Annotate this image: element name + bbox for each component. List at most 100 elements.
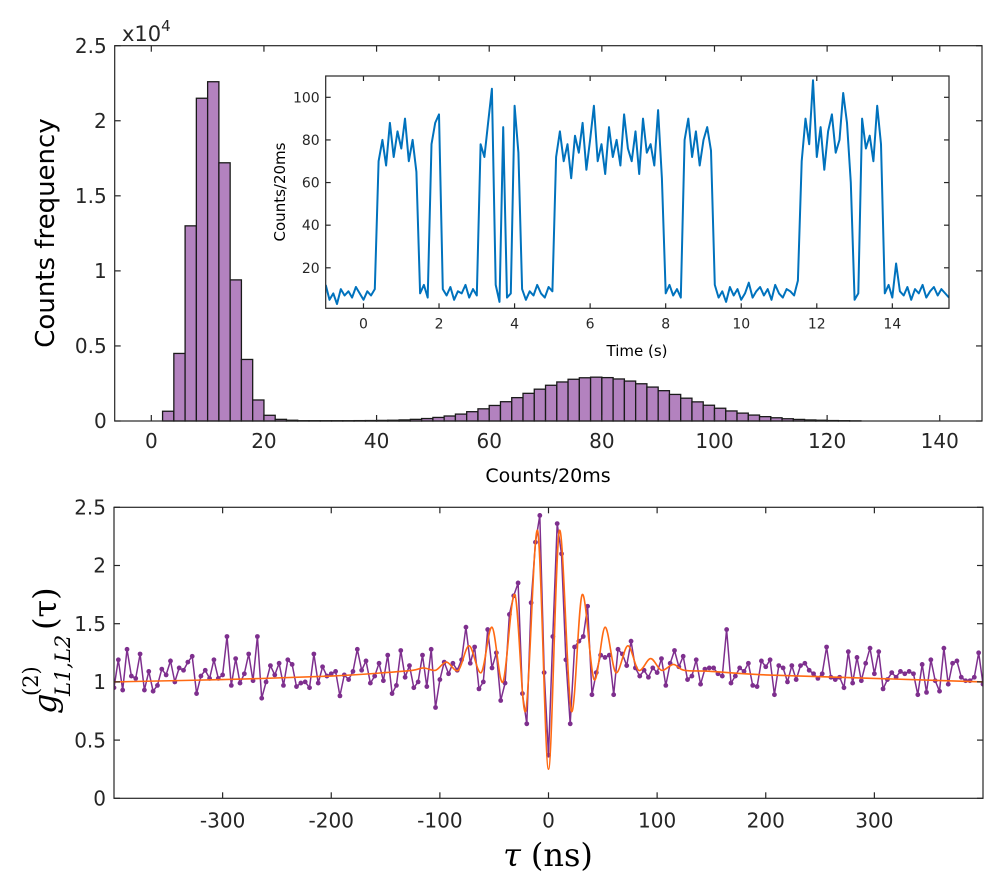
- x-tick-label: 60: [476, 429, 501, 453]
- measured-g2-point: [315, 680, 321, 686]
- fit-g2-curve: [114, 529, 983, 771]
- measured-g2-point: [285, 657, 291, 663]
- histogram-bar: [511, 396, 524, 422]
- measured-g2-point: [467, 660, 473, 666]
- measured-g2-point: [372, 673, 378, 679]
- x-tick-label: -300: [200, 808, 245, 832]
- measured-g2-point: [554, 521, 560, 526]
- x-tick-label: -200: [309, 808, 354, 832]
- measured-g2-point: [971, 674, 977, 680]
- measured-g2-point: [411, 685, 417, 691]
- measured-g2-point: [211, 657, 217, 663]
- measured-g2-point: [958, 674, 964, 680]
- measured-g2-point: [237, 680, 243, 686]
- measured-g2-point: [298, 680, 304, 686]
- y-tick-label: 20: [302, 261, 320, 277]
- ylabel-subscript: L1,L2: [51, 635, 75, 697]
- measured-g2-point: [945, 681, 951, 687]
- measured-g2-point: [115, 657, 121, 663]
- measured-g2-point: [589, 692, 595, 698]
- measured-g2-point: [389, 691, 395, 696]
- measured-g2-point: [924, 689, 929, 695]
- histogram-bar: [161, 410, 175, 422]
- measured-g2-point: [385, 652, 391, 658]
- measured-g2-point: [294, 684, 299, 689]
- measured-g2-point: [367, 680, 373, 686]
- measured-g2-point: [333, 669, 338, 674]
- measured-g2-point: [228, 682, 234, 688]
- y-tick-label: 40: [302, 218, 320, 234]
- histogram-bar: [533, 388, 547, 422]
- multiplier-base: x10: [122, 22, 161, 46]
- measured-g2-point: [189, 653, 195, 659]
- measured-g2-point: [776, 663, 782, 669]
- histogram-bar: [544, 384, 558, 422]
- measured-g2-point: [363, 658, 369, 664]
- measured-g2-point: [889, 670, 895, 675]
- x-tick-label: 80: [589, 429, 614, 453]
- axes-box: [325, 75, 950, 309]
- x-tick-label: 4: [510, 316, 519, 332]
- measured-g2-point: [672, 648, 677, 653]
- measured-g2-point: [641, 667, 647, 673]
- x-tick-label: 0: [542, 808, 555, 832]
- measured-g2-point: [472, 644, 478, 650]
- measured-g2-point: [268, 663, 273, 669]
- measured-g2-point: [841, 685, 847, 691]
- measured-g2-point: [750, 682, 756, 688]
- histogram-bar: [646, 386, 659, 422]
- measured-g2-point: [737, 665, 743, 671]
- histogram-bar: [702, 404, 716, 422]
- measured-g2-point: [428, 646, 434, 652]
- measured-g2-point: [433, 705, 438, 710]
- measured-g2-point: [602, 655, 608, 660]
- measured-g2-point: [537, 513, 543, 518]
- histogram-bar: [240, 358, 254, 422]
- measured-g2-point: [659, 656, 664, 662]
- measured-g2-point: [845, 649, 851, 655]
- x-tick-label: 6: [586, 316, 595, 332]
- measured-g2-point: [876, 649, 882, 655]
- x-tick-label: 14: [883, 316, 901, 332]
- measured-g2-point: [398, 648, 404, 653]
- measured-g2-point: [759, 658, 764, 664]
- time-trace-line: [326, 79, 949, 305]
- histogram-bar: [499, 401, 513, 422]
- measured-g2-point: [615, 646, 621, 652]
- measured-g2-point: [976, 650, 982, 656]
- histogram-bar: [522, 392, 535, 422]
- measured-g2-point: [463, 624, 469, 630]
- histogram-bar: [477, 408, 490, 422]
- measured-g2-point: [337, 693, 343, 699]
- histogram-bar: [668, 393, 682, 422]
- histogram-bar: [263, 414, 276, 422]
- histogram-bar: [206, 81, 220, 422]
- measured-g2-point: [915, 692, 921, 698]
- measured-g2-point: [719, 673, 725, 679]
- measured-g2-point: [289, 662, 295, 667]
- measured-g2-point: [911, 671, 916, 677]
- y-tick-label: 0.5: [75, 334, 107, 358]
- histogram-bar: [195, 97, 209, 422]
- measured-g2-point: [437, 677, 443, 682]
- measured-g2-point: [480, 679, 486, 685]
- measured-g2-point: [706, 665, 712, 671]
- x-tick-label: 0: [359, 316, 368, 332]
- x-tick-label: -100: [417, 808, 462, 832]
- measured-g2-point: [328, 671, 334, 677]
- measured-g2-point: [142, 687, 147, 693]
- measured-g2-point: [685, 677, 690, 682]
- measured-g2-point: [850, 680, 856, 686]
- measured-g2-point: [176, 665, 182, 671]
- histogram-bar: [736, 412, 749, 422]
- measured-g2-point: [798, 663, 803, 669]
- measured-g2-point: [168, 658, 173, 664]
- histogram-bar: [218, 162, 231, 422]
- measured-g2-point: [498, 698, 504, 703]
- inset-y-axis-label: Counts/20ms: [271, 142, 289, 241]
- x-tick-label: 0: [145, 429, 158, 453]
- histogram-bar: [173, 352, 186, 422]
- correlation-panel: -300 -200 -100 0 100 200 300 0 0.5 1 1.5 2 2.5: [74, 496, 984, 832]
- measured-g2-point: [281, 682, 286, 688]
